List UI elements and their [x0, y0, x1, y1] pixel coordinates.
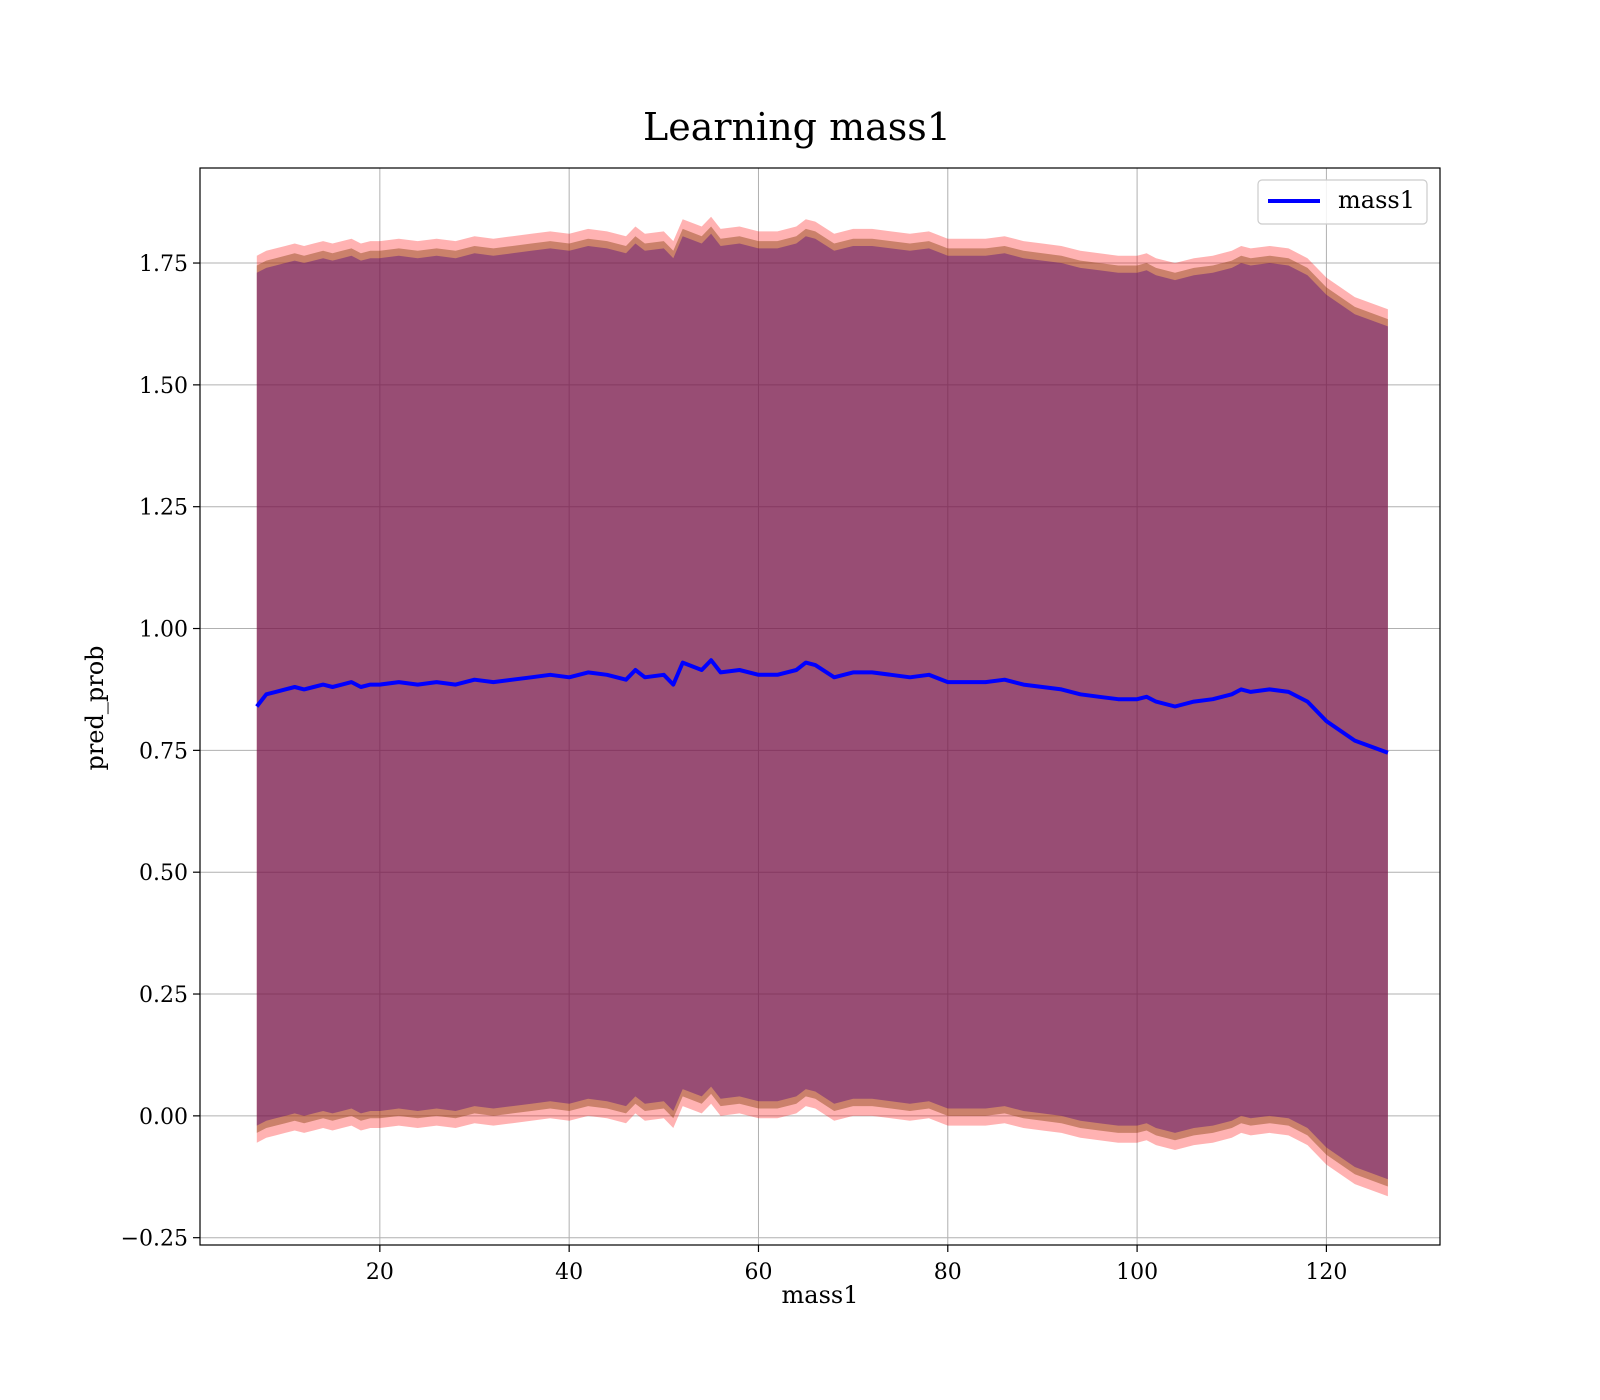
y-tick-label: 1.75 — [139, 252, 188, 277]
x-tick-label: 20 — [366, 1260, 394, 1285]
x-tick-label: 80 — [934, 1260, 962, 1285]
legend-label-mass1: mass1 — [1338, 186, 1415, 214]
x-axis-label: mass1 — [782, 1281, 859, 1309]
x-tick-label: 100 — [1116, 1260, 1158, 1285]
uncertainty-band-outer — [256, 216, 1388, 1197]
uncertainty-band-middle — [256, 226, 1388, 1187]
x-tick-label: 60 — [744, 1260, 772, 1285]
series-line-layer — [255, 658, 1389, 755]
plot-area-frame — [199, 167, 1441, 1246]
y-tick-label: −0.25 — [121, 1227, 188, 1252]
y-tick-label: 0.50 — [139, 861, 188, 886]
uncertainty-bands — [256, 216, 1388, 1197]
chart-title: Learning mass1 — [643, 105, 951, 149]
y-tick-label: 1.25 — [139, 496, 188, 521]
series-line-mass1 — [255, 658, 1389, 755]
y-tick-label: 0.25 — [139, 983, 188, 1008]
y-tick-label: 0.00 — [139, 1105, 188, 1130]
grid — [200, 168, 1440, 1245]
y-tick-label: 1.50 — [139, 374, 188, 399]
axis-ticks: 20 40 60 80 100 120 −0.25 0.00 0.25 0.50 0.75 1.00 1… — [121, 252, 1348, 1285]
y-axis-label: pred_prob — [81, 645, 109, 770]
y-tick-label: 1.00 — [139, 618, 188, 643]
uncertainty-band-inner — [256, 233, 1388, 1180]
x-tick-label: 120 — [1305, 1260, 1347, 1285]
legend-box — [1257, 179, 1428, 225]
y-tick-label: 0.75 — [139, 739, 188, 764]
legend: mass1 — [1257, 179, 1428, 225]
x-tick-label: 40 — [555, 1260, 583, 1285]
